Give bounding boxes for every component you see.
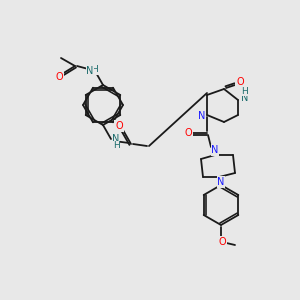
Text: O: O: [236, 77, 244, 87]
Text: H: H: [242, 86, 248, 95]
Text: O: O: [184, 128, 192, 138]
Text: N: N: [112, 134, 120, 144]
Text: N: N: [241, 93, 249, 103]
Text: O: O: [218, 237, 226, 247]
Text: O: O: [55, 72, 63, 82]
Text: N: N: [86, 66, 94, 76]
Text: H: H: [112, 142, 119, 151]
Text: O: O: [115, 121, 123, 131]
Text: N: N: [217, 177, 225, 187]
Text: H: H: [92, 65, 98, 74]
Text: N: N: [211, 145, 219, 155]
Text: N: N: [198, 111, 206, 121]
